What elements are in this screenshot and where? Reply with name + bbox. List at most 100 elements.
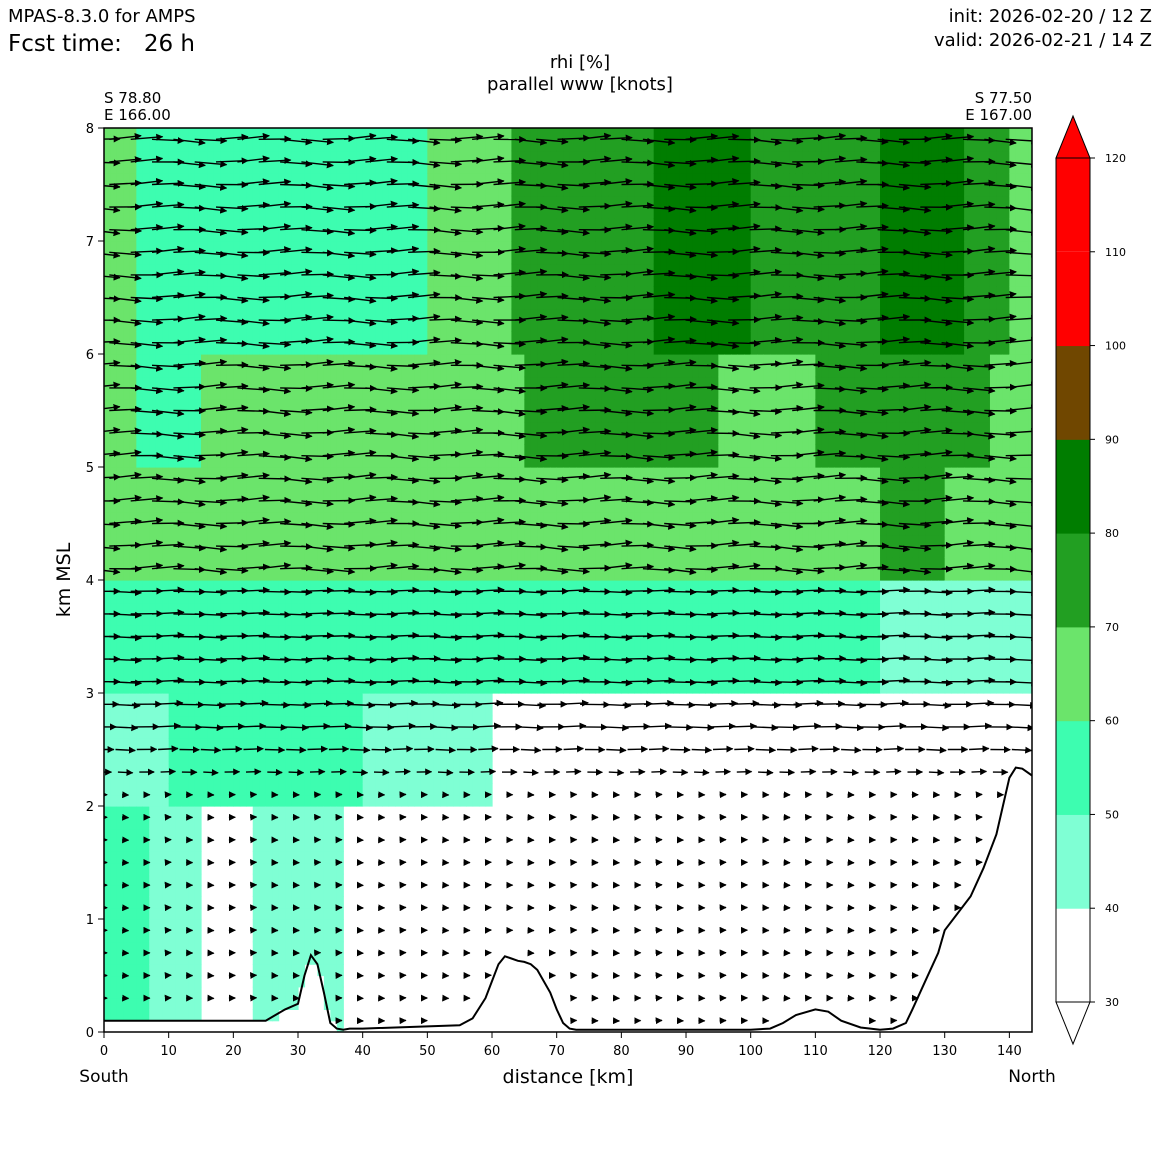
rhi-cell (181, 444, 189, 457)
rhi-cell (375, 715, 383, 728)
rhi-cell (395, 218, 403, 231)
rhi-cell (207, 128, 215, 129)
rhi-cell (524, 161, 532, 174)
rhi-cell (504, 399, 513, 412)
rhi-cell (543, 580, 551, 592)
rhi-cell (207, 161, 215, 174)
rhi-cell (388, 512, 396, 525)
rhi-cell (116, 365, 124, 378)
rhi-cell (517, 500, 525, 513)
rhi-cell (272, 715, 280, 728)
rhi-cell (239, 704, 247, 717)
rhi-cell (246, 184, 254, 197)
rhi-cell (395, 128, 403, 140)
rhi-cell (201, 738, 209, 751)
rhi-cell (479, 568, 487, 581)
rhi-cell (504, 534, 513, 547)
rhi-cell (298, 161, 306, 174)
rhi-cell (291, 207, 299, 219)
rhi-cell (530, 354, 538, 366)
rhi-cell (427, 783, 435, 796)
rhi-cell (104, 647, 112, 660)
rhi-cell (188, 241, 196, 253)
rhi-cell (188, 557, 196, 570)
rhi-cell (336, 331, 344, 344)
rhi-cell (485, 195, 493, 208)
rhi-cell (142, 161, 150, 174)
rhi-cell (569, 467, 577, 479)
rhi-cell (524, 580, 532, 592)
rhi-cell (104, 387, 112, 400)
rhi-cell (265, 998, 273, 1010)
rhi-cell (220, 693, 228, 705)
rhi-cell (116, 128, 124, 140)
rhi-cell (298, 500, 306, 513)
rhi-cell (550, 263, 558, 276)
rhi-cell (582, 331, 590, 344)
rhi-cell (181, 241, 189, 253)
rhi-cell (291, 986, 299, 999)
rhi-cell (181, 817, 189, 830)
rhi-cell (550, 647, 558, 660)
rhi-cell (498, 128, 506, 129)
rhi-cell (213, 207, 222, 219)
rhi-cell (188, 625, 196, 638)
rhi-cell (116, 173, 124, 186)
rhi-cell (226, 557, 234, 570)
rhi-cell (517, 376, 525, 389)
rhi-cell (129, 365, 137, 378)
rhi-cell (129, 207, 137, 219)
rhi-cell (149, 726, 157, 739)
rhi-cell (407, 512, 416, 525)
rhi-cell (550, 195, 558, 208)
rhi-cell (149, 297, 157, 310)
rhi-cell (310, 241, 319, 253)
rhi-cell (440, 760, 448, 773)
rhi-cell (543, 534, 551, 547)
rhi-cell (226, 693, 234, 705)
rhi-cell (498, 128, 506, 140)
rhi-cell (252, 263, 260, 276)
rhi-cell (155, 161, 163, 174)
rhi-cell (479, 557, 487, 570)
rhi-cell (116, 636, 124, 649)
rhi-cell (433, 500, 441, 513)
rhi-cell (252, 693, 260, 705)
rhi-cell (259, 568, 267, 581)
rhi-cell (446, 128, 454, 140)
rhi-cell (420, 218, 428, 231)
rhi-cell (446, 173, 454, 186)
rhi-cell (317, 772, 325, 784)
rhi-cell (524, 297, 532, 310)
rhi-cell (246, 444, 254, 457)
rhi-cell (181, 670, 189, 683)
rhi-cell (123, 625, 131, 638)
rhi-cell (291, 433, 299, 445)
rhi-cell (407, 161, 416, 174)
rhi-cell (220, 738, 228, 751)
rhi-cell (162, 252, 170, 265)
rhi-cell (259, 557, 267, 570)
rhi-cell (104, 738, 112, 751)
rhi-cell (433, 523, 441, 536)
rhi-cell (291, 500, 299, 513)
rhi-cell (201, 297, 209, 310)
rhi-cell (213, 591, 222, 604)
rhi-cell (537, 580, 545, 592)
rhi-cell (168, 941, 176, 954)
rhi-cell (317, 421, 325, 434)
rhi-cell (440, 331, 448, 344)
rhi-cell (168, 534, 176, 547)
rhi-cell (427, 331, 435, 344)
rhi-cell (110, 331, 118, 344)
rhi-cell (175, 952, 183, 965)
rhi-cell (207, 444, 215, 457)
rhi-cell (343, 444, 351, 457)
rhi-cell (369, 534, 377, 547)
rhi-cell (517, 139, 525, 152)
rhi-cell (181, 320, 189, 332)
rhi-cell (524, 150, 532, 163)
rhi-cell (401, 218, 409, 231)
rhi-cell (472, 297, 480, 310)
rhi-cell (375, 489, 383, 502)
